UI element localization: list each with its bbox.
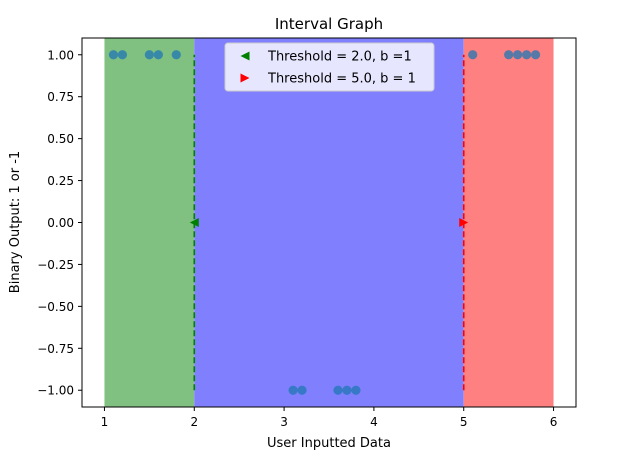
y-tick-label: 0.75 <box>47 90 74 104</box>
x-tick-label: 5 <box>460 415 468 429</box>
y-tick-label: 0.00 <box>47 216 74 230</box>
legend-marker-1 <box>240 73 250 83</box>
x-axis-label: User Inputted Data <box>267 436 391 451</box>
x-tick-label: 3 <box>280 415 288 429</box>
data-point <box>351 385 361 395</box>
threshold-marker-1 <box>459 218 469 227</box>
y-tick-label: −0.50 <box>37 300 74 314</box>
chart-title: Interval Graph <box>275 15 383 33</box>
legend-label-0: Threshold = 2.0, b =1 <box>267 50 412 65</box>
data-point <box>333 385 343 395</box>
legend-marker-0 <box>240 51 250 61</box>
data-point <box>504 50 514 60</box>
x-tick-label: 6 <box>550 415 558 429</box>
data-point <box>117 50 128 60</box>
y-tick-label: −0.25 <box>37 258 74 272</box>
y-tick-label: −1.00 <box>37 384 74 398</box>
interval-regions <box>104 38 554 407</box>
threshold-markers <box>189 218 469 227</box>
data-point <box>522 50 532 60</box>
legend-label-1: Threshold = 5.0, b = 1 <box>267 72 416 87</box>
data-point <box>513 50 523 60</box>
data-point <box>468 50 478 60</box>
data-point <box>144 50 154 60</box>
data-point <box>153 50 163 60</box>
data-point <box>288 385 298 395</box>
data-point <box>530 50 541 60</box>
y-axis-label: Binary Output: 1 or -1 <box>8 151 23 293</box>
region-0 <box>104 38 195 407</box>
legend-box <box>224 42 435 92</box>
data-point <box>171 50 181 60</box>
data-points <box>108 50 541 395</box>
x-axis: 1 2 3 4 5 6 <box>101 407 558 429</box>
threshold-marker-0 <box>189 218 199 227</box>
y-tick-label: −0.75 <box>37 342 74 356</box>
data-point <box>297 385 307 395</box>
y-tick-label: 0.25 <box>47 174 74 188</box>
region-1 <box>194 38 464 407</box>
x-tick-label: 4 <box>370 415 378 429</box>
y-tick-label: 0.50 <box>47 132 74 146</box>
data-point <box>108 50 119 60</box>
x-tick-label: 1 <box>101 415 109 429</box>
data-point <box>342 385 352 395</box>
y-axis: 1.00 0.75 0.50 0.25 0.00 −0.25 −0.50 −0.75 −1.00 <box>37 48 82 398</box>
x-tick-label: 2 <box>190 415 198 429</box>
region-2 <box>463 38 554 407</box>
legend: Threshold = 2.0, b =1 Threshold = 5.0, b … <box>224 42 435 92</box>
y-tick-label: 1.00 <box>47 48 74 62</box>
